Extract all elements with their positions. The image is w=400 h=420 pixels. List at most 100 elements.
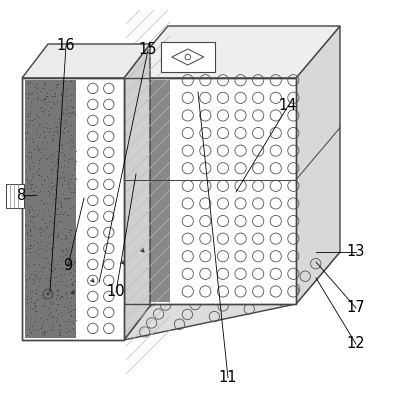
Point	[35, 210, 42, 217]
Point	[26, 275, 33, 281]
Point	[57, 218, 64, 225]
Point	[30, 187, 36, 194]
Point	[70, 289, 76, 296]
Point	[68, 312, 74, 319]
Point	[40, 200, 47, 206]
Point	[56, 116, 62, 122]
Point	[28, 328, 34, 335]
Point	[39, 171, 45, 177]
Point	[58, 236, 65, 242]
Point	[28, 323, 35, 330]
Point	[69, 155, 75, 162]
Point	[24, 260, 31, 267]
Point	[71, 165, 77, 172]
Point	[63, 247, 70, 253]
Point	[56, 321, 62, 328]
Point	[45, 239, 52, 246]
Point	[25, 94, 31, 101]
Point	[64, 283, 70, 289]
Point	[29, 306, 36, 312]
Point	[33, 289, 39, 296]
Point	[63, 324, 69, 331]
Point	[35, 166, 42, 173]
Point	[66, 112, 72, 119]
Point	[60, 157, 67, 164]
Point	[48, 299, 54, 305]
Point	[67, 103, 74, 110]
Point	[32, 249, 38, 255]
Point	[39, 85, 45, 92]
Point	[51, 186, 58, 193]
Point	[23, 295, 30, 302]
Point	[32, 272, 38, 278]
Point	[54, 315, 60, 322]
Point	[26, 155, 32, 161]
Point	[42, 96, 48, 102]
Point	[28, 149, 34, 155]
Point	[24, 158, 30, 165]
Point	[25, 262, 32, 269]
Point	[61, 118, 68, 124]
Point	[68, 176, 74, 182]
Point	[45, 207, 52, 214]
Point	[54, 205, 60, 212]
Point	[36, 160, 43, 166]
Point	[58, 92, 64, 98]
Point	[48, 244, 54, 251]
Point	[66, 155, 72, 162]
Point	[41, 286, 48, 293]
Point	[68, 131, 74, 138]
Point	[23, 275, 30, 282]
Point	[47, 124, 54, 131]
Point	[26, 275, 32, 282]
Point	[67, 264, 74, 271]
Point	[47, 311, 53, 318]
Point	[47, 213, 54, 219]
Point	[36, 134, 42, 140]
Point	[50, 101, 57, 108]
Point	[56, 141, 62, 148]
Point	[28, 136, 35, 142]
Point	[44, 124, 50, 131]
Point	[26, 326, 32, 333]
Point	[54, 232, 60, 239]
Point	[49, 326, 56, 333]
Point	[48, 92, 55, 99]
Point	[33, 308, 39, 315]
Point	[40, 302, 46, 309]
Point	[62, 232, 68, 239]
Point	[54, 234, 60, 240]
Point	[34, 238, 40, 245]
Point	[47, 309, 54, 316]
Point	[30, 223, 37, 230]
Point	[30, 213, 37, 220]
Point	[57, 332, 64, 339]
Point	[29, 214, 36, 221]
Point	[38, 103, 44, 110]
Point	[52, 266, 58, 273]
Point	[38, 291, 45, 298]
Text: 10: 10	[107, 284, 125, 299]
Point	[71, 286, 78, 293]
Point	[23, 258, 30, 265]
Point	[26, 180, 32, 186]
Point	[26, 78, 33, 85]
Text: 13: 13	[347, 244, 365, 260]
Point	[58, 140, 64, 147]
Point	[46, 111, 52, 118]
Point	[54, 142, 61, 149]
Point	[28, 181, 35, 187]
Point	[32, 302, 38, 308]
Point	[27, 165, 33, 171]
Point	[34, 188, 41, 195]
Point	[38, 237, 44, 244]
Point	[67, 326, 74, 333]
Point	[46, 265, 52, 272]
Point	[70, 110, 77, 116]
Point	[61, 209, 68, 215]
Polygon shape	[22, 44, 150, 78]
Point	[55, 218, 61, 225]
Point	[40, 152, 46, 159]
Point	[31, 307, 38, 314]
Point	[60, 77, 67, 84]
